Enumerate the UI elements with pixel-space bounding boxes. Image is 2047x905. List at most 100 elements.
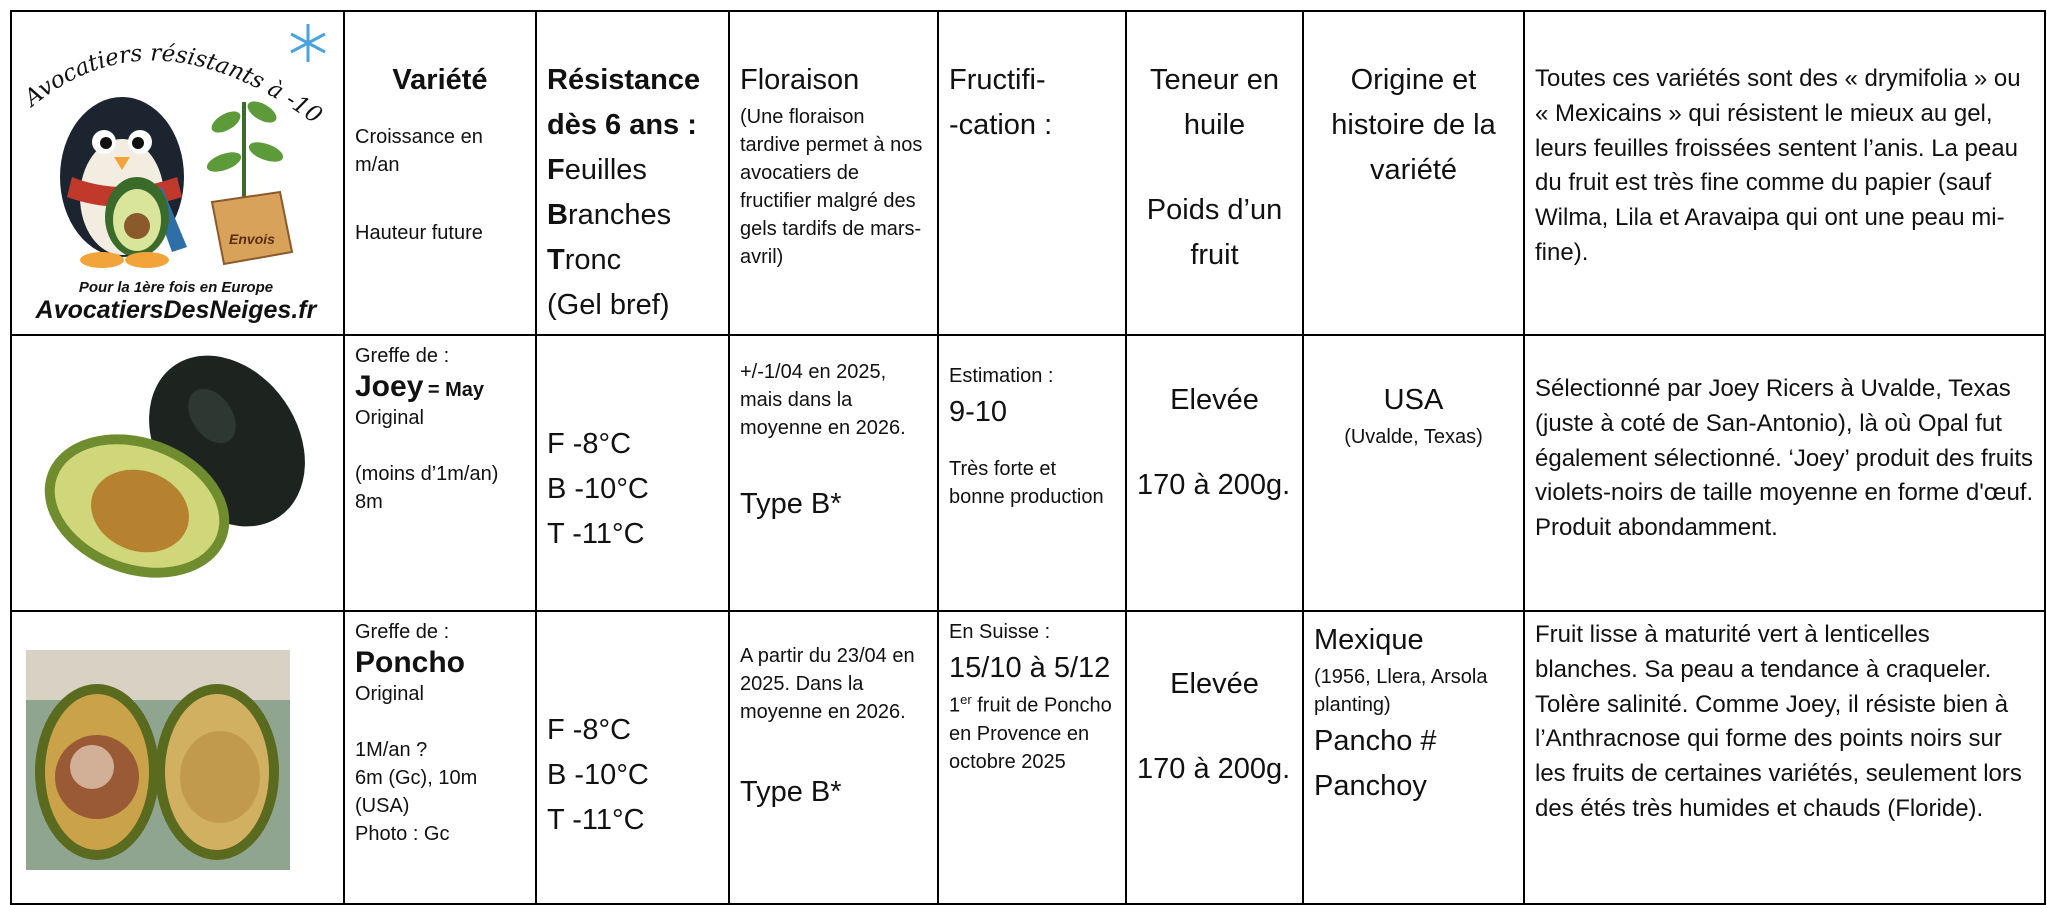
photo-credit: Photo : Gc (355, 820, 525, 848)
fruit-value: 15/10 à 5/12 (949, 646, 1115, 691)
header-title: Floraison (740, 58, 927, 103)
varieties-table: Avocatiers résistants à -10°C (10, 10, 2046, 905)
initial: T (547, 244, 565, 276)
country: USA (1314, 378, 1513, 423)
header-title: Variété (355, 58, 525, 103)
fruit-note: 1er fruit de Poncho en Provence en octob… (949, 691, 1115, 776)
header-note: (Une floraison tardive permet à nos avoc… (740, 103, 927, 271)
header-title: Résistance dès 6 ans : (547, 58, 718, 148)
variety-name: Joey = May (355, 370, 525, 404)
logo: Avocatiers résistants à -10°C (12, 12, 341, 329)
logo-arc-text: Avocatiers résistants à -10°C (12, 12, 327, 129)
header-title: Poids d’un fruit (1137, 188, 1292, 278)
growth: 1M/an ? (355, 736, 525, 764)
resistance: T -11°C (547, 512, 718, 557)
description-cell: Sélectionné par Joey Ricers à Uvalde, Te… (1524, 335, 2045, 611)
logo-cell: Avocatiers résistants à -10°C (11, 11, 344, 335)
description: Sélectionné par Joey Ricers à Uvalde, Te… (1535, 372, 2034, 546)
header-line: Feuilles (547, 148, 718, 193)
header-line: (Gel bref) (547, 283, 718, 328)
page: Avocatiers html, body { margin: 0; paddi… (0, 0, 2047, 904)
resistance-cell: F -8°C B -10°C T -11°C (536, 335, 729, 611)
poncho-photo (12, 612, 341, 898)
origine-cell: Mexique (1956, Llera, Arsola planting) P… (1303, 611, 1524, 904)
resistance: T -11°C (547, 798, 718, 843)
header-title: -cation : (949, 103, 1115, 148)
alias: = May (428, 379, 484, 401)
fructification-cell: Estimation : 9-10 Très forte et bonne pr… (938, 335, 1126, 611)
photo-cell (11, 611, 344, 904)
rest: ronc (565, 244, 621, 276)
resistance: F -8°C (547, 422, 718, 467)
height: 6m (Gc), 10m (USA) (355, 764, 525, 820)
header-note: Hauteur future (355, 219, 525, 247)
fruit-note: Très forte et bonne production (949, 455, 1115, 511)
header-note: Croissance en m/an (355, 123, 525, 179)
resistance-header: Résistance dès 6 ans : Feuilles Branches… (536, 11, 729, 335)
floraison-type: Type B* (740, 482, 927, 527)
height: 8m (355, 488, 525, 516)
fruit-label: Estimation : (949, 362, 1115, 390)
weight: 170 à 200g. (1137, 463, 1292, 508)
fructification-cell: En Suisse : 15/10 à 5/12 1er fruit de Po… (938, 611, 1126, 904)
rest: euilles (565, 154, 647, 186)
aliases: Pancho # Panchoy (1314, 719, 1513, 809)
floraison-type: Type B* (740, 770, 927, 815)
snowflake (291, 24, 325, 62)
row-poncho: Greffe de : Poncho Original 1M/an ? 6m (… (11, 611, 2045, 904)
teneur-header: Teneur en huile Poids d’un fruit (1126, 11, 1303, 335)
origine-cell: USA (Uvalde, Texas) (1303, 335, 1524, 611)
initial: F (547, 154, 565, 186)
variete-header: Variété Croissance en m/an Hauteur futur… (344, 11, 536, 335)
joey-photo (12, 336, 341, 605)
floraison-header: Floraison (Une floraison tardive permet … (729, 11, 938, 335)
teneur-cell: Elevée 170 à 200g. (1126, 335, 1303, 611)
graft: Greffe de : (355, 618, 525, 646)
type: Original (355, 404, 525, 432)
resistance: B -10°C (547, 467, 718, 512)
initial: B (547, 199, 568, 231)
resistance: B -10°C (547, 753, 718, 798)
logo-tagline: Pour la 1ère fois en Europe (79, 279, 273, 296)
logo-arc-text: Avocatiers résistants à -10°C (12, 12, 327, 129)
floraison-cell: +/-1/04 en 2025, mais dans la moyenne en… (729, 335, 938, 611)
header-row: Avocatiers résistants à -10°C (11, 11, 2045, 335)
variete-cell: Greffe de : Joey = May Original (moins d… (344, 335, 536, 611)
origin-detail: (1956, Llera, Arsola planting) (1314, 663, 1513, 719)
row-joey: Greffe de : Joey = May Original (moins d… (11, 335, 2045, 611)
description: Fruit lisse à maturité vert à lenticelle… (1535, 618, 2034, 827)
country: Mexique (1314, 618, 1513, 663)
fructification-header: Fructifi- -cation : (938, 11, 1126, 335)
oil: Elevée (1137, 662, 1292, 707)
weight: 170 à 200g. (1137, 747, 1292, 792)
header-line: Tronc (547, 238, 718, 283)
note-suffix: er (960, 692, 972, 707)
header-title: Teneur en huile (1137, 58, 1292, 148)
floraison-cell: A partir du 23/04 en 2025. Dans la moyen… (729, 611, 938, 904)
header-title: Fructifi- (949, 58, 1115, 103)
fruit-label: En Suisse : (949, 618, 1115, 646)
name: Joey (355, 370, 423, 403)
teneur-cell: Elevée 170 à 200g. (1126, 611, 1303, 904)
resistance-cell: F -8°C B -10°C T -11°C (536, 611, 729, 904)
oil: Elevée (1137, 378, 1292, 423)
floraison: A partir du 23/04 en 2025. Dans la moyen… (740, 642, 927, 726)
rest: ranches (568, 199, 671, 231)
header-description: Toutes ces variétés sont des « drymifoli… (1535, 62, 2034, 271)
description-cell: Fruit lisse à maturité vert à lenticelle… (1524, 611, 2045, 904)
photo-cell (11, 335, 344, 611)
logo-badge: Envois (229, 231, 275, 247)
box (212, 192, 292, 264)
logo-site: AvocatiersDesNeiges.fr (35, 296, 318, 324)
variete-cell: Greffe de : Poncho Original 1M/an ? 6m (… (344, 611, 536, 904)
note: fruit de Poncho en Provence en octobre 2… (949, 695, 1112, 773)
origine-header: Origine et histoire de la variété (1303, 11, 1524, 335)
body: Avocatiers résistants à -10°C (0, 0, 2047, 904)
header-line: Branches (547, 193, 718, 238)
description-header: Toutes ces variétés sont des « drymifoli… (1524, 11, 2045, 335)
growth: (moins d’1m/an) (355, 460, 525, 488)
resistance: F -8°C (547, 708, 718, 753)
origin-detail: (Uvalde, Texas) (1314, 423, 1513, 451)
floraison: +/-1/04 en 2025, mais dans la moyenne en… (740, 358, 927, 442)
resistance-values: F -8°C B -10°C T -11°C (547, 708, 718, 843)
